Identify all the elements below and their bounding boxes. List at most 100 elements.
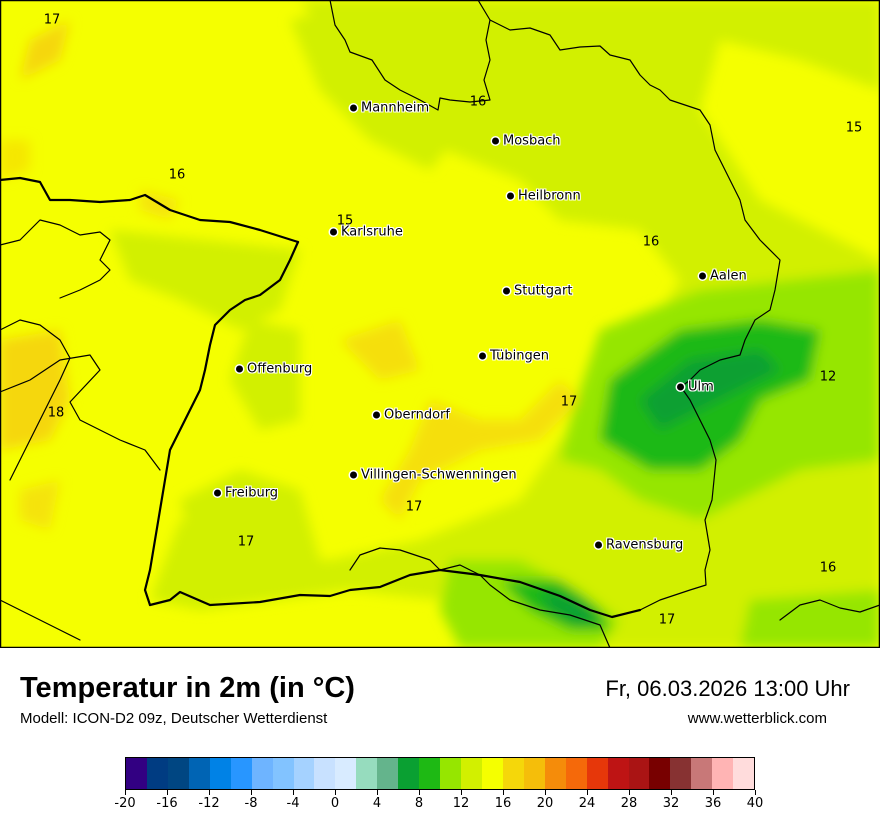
legend-swatch [691,758,713,789]
legend-swatch [649,758,671,789]
tick-label: 8 [414,796,424,811]
tick-mark [377,790,378,795]
city-marker: Heilbronn [507,189,581,204]
tick-mark [671,790,672,795]
city-name: Ravensburg [606,537,684,553]
tick-mark [503,790,504,795]
city-marker: Oberndorf [373,408,450,423]
city-dot-icon [677,383,684,391]
legend-swatch [188,758,210,789]
city-name: Ulm [688,379,714,395]
legend-swatch [272,758,294,789]
legend-swatch [523,758,545,789]
legend-swatch [335,758,357,789]
tick-label: 4 [372,796,382,811]
tick-mark [125,790,126,795]
legend-swatch [440,758,461,789]
temperature-value-label: 16 [469,94,487,110]
temperature-value-label: 16 [168,167,186,183]
city-name: Freiburg [225,485,279,501]
map-canvas [0,0,880,648]
city-dot-icon [373,411,380,419]
model-subtitle: Modell: ICON-D2 09z, Deutscher Wetterdie… [20,710,328,727]
legend-swatch [733,758,755,789]
tick-mark [587,790,588,795]
city-marker: Mannheim [350,101,429,116]
tick-mark [713,790,714,795]
legend-swatch [377,758,399,789]
temperature-value-label: 17 [237,534,255,550]
city-dot-icon [507,192,514,200]
tick-mark [209,790,210,795]
legend-swatch [481,758,503,789]
legend-swatch [544,758,566,789]
color-legend [125,757,755,790]
temperature-value-label: 15 [845,120,863,136]
tick-label: -20 [114,796,136,811]
tick-mark [461,790,462,795]
city-name: Aalen [710,268,747,284]
temperature-value-label: 17 [405,499,423,515]
city-marker: Tübingen [479,349,549,364]
city-name: Mosbach [503,133,561,149]
city-dot-icon [330,228,337,236]
temperature-value-label: 17 [560,394,578,410]
legend-swatch [461,758,482,789]
legend-swatch [712,758,734,789]
legend-swatch [607,758,629,789]
city-name: Villingen-Schwenningen [361,467,517,483]
city-marker: Stuttgart [503,284,572,299]
city-name: Oberndorf [384,407,450,423]
tick-mark [545,790,546,795]
legend-swatch [398,758,420,789]
tick-label: 40 [746,796,764,811]
city-name: Heilbronn [518,188,581,204]
legend-swatch [419,758,441,789]
tick-label: 32 [662,796,680,811]
tick-mark [629,790,630,795]
website-link[interactable]: www.wetterblick.com [687,710,827,727]
legend-swatch [356,758,378,789]
legend-swatch [670,758,692,789]
legend-ticks: -20 -16 -12 -8 -4 0 4 8 12 16 20 24 28 32 36 40 [114,790,763,820]
tick-mark [335,790,336,795]
tick-label: -8 [244,796,258,811]
legend-swatch [251,758,273,789]
legend-swatch [167,758,189,789]
legend-swatch [126,758,147,789]
city-marker: Aalen [699,269,747,284]
temperature-value-label: 17 [658,612,676,628]
temperature-value-label: 16 [642,234,660,250]
city-marker: Karlsruhe [330,225,403,240]
city-dot-icon [350,471,357,479]
city-dot-icon [699,272,706,280]
city-dot-icon [492,137,499,145]
tick-label: -12 [198,796,220,811]
temperature-value-label: 15 [336,213,354,229]
legend-swatch [314,758,336,789]
legend-swatch [230,758,252,789]
tick-label: 24 [578,796,596,811]
tick-mark [419,790,420,795]
legend-swatch [209,758,231,789]
tick-mark [755,790,756,795]
temperature-value-label: 18 [47,405,65,421]
tick-label: 20 [536,796,554,811]
tick-label: 28 [620,796,638,811]
city-marker: Offenburg [236,362,312,377]
city-marker: Ulm [677,380,714,395]
tick-label: 36 [704,796,722,811]
city-dot-icon [236,365,243,373]
legend-swatch [502,758,524,789]
temperature-value-label: 12 [819,369,837,385]
city-name: Tübingen [490,348,549,364]
tick-mark [251,790,252,795]
forecast-datetime: Fr, 06.03.2026 13:00 Uhr [605,676,850,701]
city-name: Mannheim [361,100,430,116]
city-dot-icon [595,541,602,549]
city-name: Offenburg [247,361,313,377]
chart-title: Temperatur in 2m (in °C) [20,672,355,704]
city-marker: Freiburg [214,486,278,501]
legend-swatch [628,758,650,789]
tick-label: 0 [330,796,340,811]
